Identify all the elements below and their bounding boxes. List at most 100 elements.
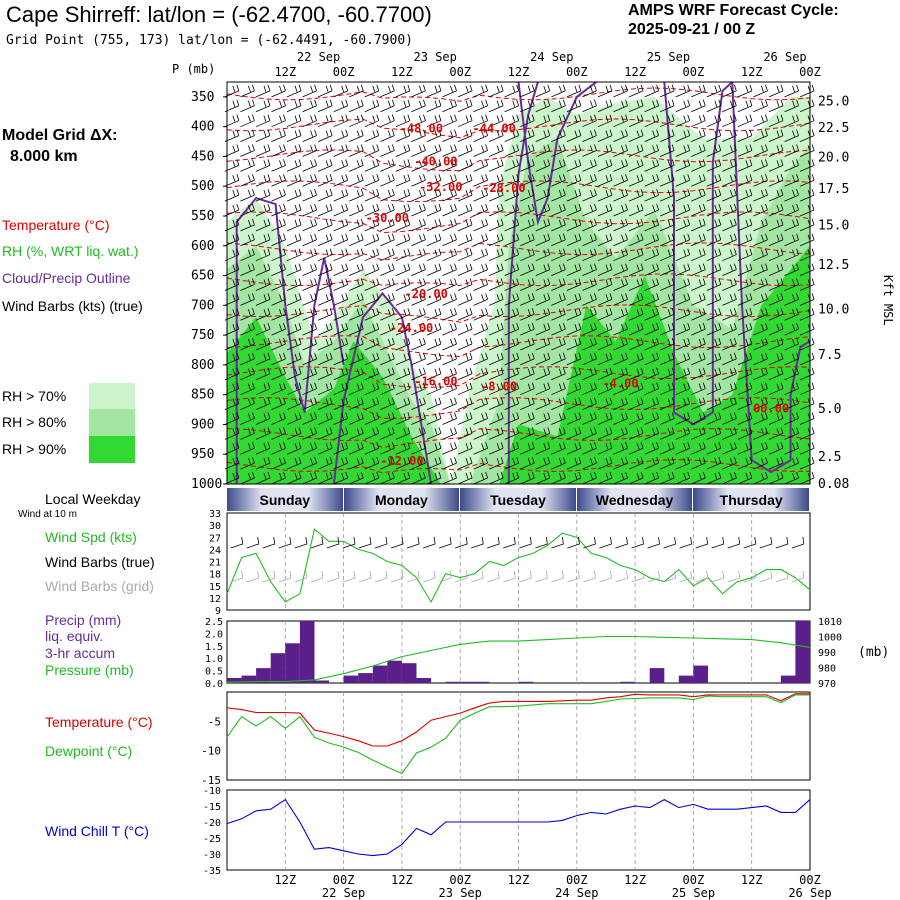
wind-barbs-legend-label: Wind Barbs (kts) (true) xyxy=(2,298,143,314)
wind-barb xyxy=(644,457,659,470)
bottom-hour-tick: 12Z xyxy=(508,873,530,887)
wind-barb xyxy=(520,412,535,425)
wind-barb xyxy=(535,427,551,440)
height-tick-label: 2.5 xyxy=(818,450,841,465)
wind-barb xyxy=(457,382,473,396)
rh80-swatch xyxy=(89,409,135,436)
wind-barb xyxy=(660,457,675,470)
grid-wind-barb xyxy=(326,570,340,583)
wind-barb xyxy=(566,99,582,113)
wind-barb xyxy=(613,189,628,202)
wind-tick-label: 21 xyxy=(209,558,221,569)
wind-barb xyxy=(768,308,784,321)
wind-barb xyxy=(551,412,566,425)
wind-barb xyxy=(240,99,255,113)
wind-barb xyxy=(364,144,380,157)
wind-barb xyxy=(675,352,691,366)
grid-wind-barb xyxy=(342,570,356,583)
wind-barb xyxy=(426,471,442,485)
wind-barb xyxy=(349,159,364,172)
wind-barb xyxy=(737,84,753,98)
wind-barb xyxy=(395,248,411,262)
wind-barb xyxy=(768,263,784,276)
wind-barb xyxy=(535,144,551,157)
wind-barb xyxy=(488,397,504,410)
pressure-tick-label: 990 xyxy=(818,648,836,659)
wind-barb xyxy=(520,442,535,455)
wind-barb xyxy=(644,263,659,276)
wind-barb xyxy=(551,367,566,381)
wind-barb xyxy=(317,114,333,128)
wind-barb xyxy=(302,397,317,410)
wind-barb xyxy=(535,367,551,381)
wind-barb xyxy=(442,233,457,247)
wind-barb xyxy=(457,412,473,425)
wind-barb xyxy=(691,323,706,336)
wind-barb xyxy=(582,159,597,172)
wind-barb xyxy=(784,337,799,351)
wind-barb xyxy=(753,397,768,410)
wind-barb xyxy=(488,442,504,455)
wind-barb xyxy=(706,442,722,455)
wind-barb xyxy=(255,174,271,187)
surface-wind-barb xyxy=(471,536,484,549)
pressure-tick-label: 650 xyxy=(191,269,214,284)
wind-barb xyxy=(551,248,566,262)
wind-barb xyxy=(473,189,488,202)
wind-barb xyxy=(566,233,582,247)
wind-barb xyxy=(737,293,753,306)
wind-barb xyxy=(395,203,411,217)
wind-barb xyxy=(442,174,457,187)
top-hour-tick: 12Z xyxy=(274,65,296,79)
wind-barb xyxy=(628,159,644,172)
bottom-hour-tick: 00Z xyxy=(566,873,588,887)
wind-barb xyxy=(566,263,582,276)
wind-barb xyxy=(644,367,659,381)
precip-bar xyxy=(620,681,636,683)
wind-barb xyxy=(722,114,737,128)
wind-barb xyxy=(582,99,597,113)
windchill-line xyxy=(226,798,811,857)
wind-barb xyxy=(286,337,302,351)
forecast-cycle-value: 2025-09-21 / 00 Z xyxy=(628,21,756,38)
wind-barb xyxy=(504,308,520,321)
wind-barb xyxy=(457,293,473,306)
wind-barb xyxy=(255,129,271,142)
wind-barb xyxy=(302,367,317,381)
temperature-contour xyxy=(226,149,811,172)
wind-barb xyxy=(551,144,566,157)
wind-barb xyxy=(411,144,426,157)
windchill-panel-label: Wind Chill T (°C) xyxy=(45,823,149,839)
precip-tick-label: 2.5 xyxy=(205,617,223,628)
wind-barb xyxy=(271,248,286,262)
wind-barb xyxy=(457,471,473,485)
wind-barb xyxy=(737,129,753,142)
height-tick-label: 12.5 xyxy=(818,258,849,273)
wind-barb xyxy=(349,337,364,351)
wind-barb xyxy=(582,397,597,410)
top-date-label: 24 Sep xyxy=(530,50,573,64)
wind-barb xyxy=(706,144,722,157)
wind-barb xyxy=(768,412,784,425)
wind-barb xyxy=(317,308,333,321)
wind-barb xyxy=(271,218,286,232)
height-tick-label: 15.0 xyxy=(818,219,849,234)
wind-barb xyxy=(317,159,333,172)
wind-barb xyxy=(411,114,426,128)
wind-barb xyxy=(426,382,442,396)
wind-barb xyxy=(380,129,395,142)
wind-barb xyxy=(520,159,535,172)
wind-barb xyxy=(582,129,597,142)
wind-barb xyxy=(784,442,799,455)
wind-barb xyxy=(240,323,255,336)
wind-barb xyxy=(364,99,380,113)
wind-barb xyxy=(364,263,380,276)
wind-barb xyxy=(582,337,597,351)
wind-barb xyxy=(255,278,271,291)
wind-barb xyxy=(566,397,582,410)
grid-wind-barb xyxy=(695,570,709,583)
wind-barb xyxy=(473,442,488,455)
wind-barb xyxy=(286,412,302,425)
wind-barb xyxy=(582,367,597,381)
